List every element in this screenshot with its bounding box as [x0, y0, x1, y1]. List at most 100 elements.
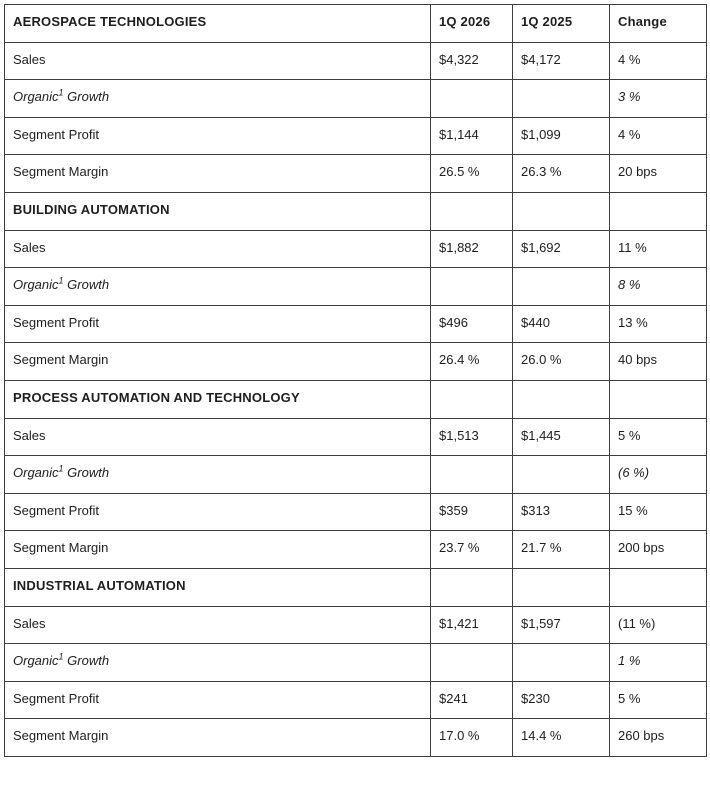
value-change: 4 %	[609, 116, 707, 156]
empty-cell	[609, 379, 707, 419]
table-row: Organic1 Growth 8 %	[4, 267, 707, 306]
table-row: Segment Margin 17.0 % 14.4 % 260 bps	[4, 718, 707, 757]
table-row: Organic1 Growth (6 %)	[4, 455, 707, 494]
organic-label: Organic	[13, 89, 59, 105]
value-1q2025: $1,445	[512, 417, 610, 457]
empty-cell	[430, 567, 513, 607]
footnote-1-marker: 1	[58, 87, 64, 98]
table-row: Segment Margin 26.5 % 26.3 % 20 bps	[4, 154, 707, 193]
table-row: Segment Profit $496 $440 13 %	[4, 304, 707, 344]
table-row: Organic1 Growth 3 %	[4, 79, 707, 118]
value-1q2025: $4,172	[512, 41, 610, 81]
growth-label: Growth	[63, 277, 110, 293]
empty-cell	[512, 379, 610, 419]
section-title-process-automation-and-technology: PROCESS AUTOMATION AND TECHNOLOGY	[4, 379, 431, 419]
value-1q2026: 17.0 %	[430, 718, 513, 757]
value-1q2026: 26.5 %	[430, 154, 513, 193]
row-label-segment-margin: Segment Margin	[4, 154, 431, 193]
value-1q2025: 26.0 %	[512, 342, 610, 381]
row-label-sales: Sales	[4, 605, 431, 645]
value-1q2026: $241	[430, 680, 513, 720]
segment-results-table: AEROSPACE TECHNOLOGIES 1Q 2026 1Q 2025 C…	[4, 4, 707, 757]
value-1q2025	[512, 643, 610, 682]
empty-cell	[430, 379, 513, 419]
empty-cell	[609, 567, 707, 607]
value-1q2025: $313	[512, 492, 610, 532]
footnote-1-marker: 1	[58, 275, 64, 286]
value-change: 200 bps	[609, 530, 707, 569]
value-1q2026: 26.4 %	[430, 342, 513, 381]
value-1q2025: $1,099	[512, 116, 610, 156]
row-label-organic-growth: Organic1 Growth	[4, 79, 431, 118]
value-1q2025: $1,692	[512, 229, 610, 269]
value-change: (11 %)	[609, 605, 707, 645]
row-label-sales: Sales	[4, 417, 431, 457]
table-header-row: AEROSPACE TECHNOLOGIES 1Q 2026 1Q 2025 C…	[4, 4, 707, 43]
row-label-sales: Sales	[4, 229, 431, 269]
value-1q2025: 26.3 %	[512, 154, 610, 193]
empty-cell	[609, 191, 707, 231]
value-change: 1 %	[609, 643, 707, 682]
value-change: 8 %	[609, 267, 707, 306]
empty-cell	[512, 567, 610, 607]
growth-label: Growth	[63, 653, 110, 669]
row-label-segment-margin: Segment Margin	[4, 342, 431, 381]
value-1q2026: $496	[430, 304, 513, 344]
table-row: Sales $4,322 $4,172 4 %	[4, 41, 707, 81]
value-1q2026	[430, 455, 513, 494]
value-1q2025	[512, 79, 610, 118]
value-change: 4 %	[609, 41, 707, 81]
value-change: 13 %	[609, 304, 707, 344]
row-label-sales: Sales	[4, 41, 431, 81]
value-1q2026	[430, 79, 513, 118]
section-title-industrial-automation: INDUSTRIAL AUTOMATION	[4, 567, 431, 607]
value-change: 20 bps	[609, 154, 707, 193]
row-label-organic-growth: Organic1 Growth	[4, 643, 431, 682]
value-1q2026: $1,513	[430, 417, 513, 457]
value-change: 3 %	[609, 79, 707, 118]
growth-label: Growth	[63, 465, 110, 481]
value-1q2025: 14.4 %	[512, 718, 610, 757]
row-label-organic-growth: Organic1 Growth	[4, 455, 431, 494]
value-1q2026: $1,882	[430, 229, 513, 269]
section-header-row: INDUSTRIAL AUTOMATION	[4, 567, 707, 607]
value-1q2025: $1,597	[512, 605, 610, 645]
table-row: Segment Profit $359 $313 15 %	[4, 492, 707, 532]
row-label-organic-growth: Organic1 Growth	[4, 267, 431, 306]
table-row: Organic1 Growth 1 %	[4, 643, 707, 682]
empty-cell	[512, 191, 610, 231]
value-1q2026	[430, 643, 513, 682]
table-row: Segment Profit $1,144 $1,099 4 %	[4, 116, 707, 156]
value-1q2025: 21.7 %	[512, 530, 610, 569]
value-1q2026: $1,421	[430, 605, 513, 645]
value-change: 5 %	[609, 417, 707, 457]
row-label-segment-margin: Segment Margin	[4, 718, 431, 757]
section-header-row: PROCESS AUTOMATION AND TECHNOLOGY	[4, 379, 707, 419]
row-label-segment-profit: Segment Profit	[4, 680, 431, 720]
value-1q2026: 23.7 %	[430, 530, 513, 569]
value-1q2025: $440	[512, 304, 610, 344]
row-label-segment-profit: Segment Profit	[4, 492, 431, 532]
table-row: Sales $1,513 $1,445 5 %	[4, 417, 707, 457]
col-header-1q-2025: 1Q 2025	[512, 4, 610, 43]
value-change: 11 %	[609, 229, 707, 269]
table-row: Segment Margin 26.4 % 26.0 % 40 bps	[4, 342, 707, 381]
value-1q2025	[512, 267, 610, 306]
value-1q2026: $359	[430, 492, 513, 532]
col-header-change: Change	[609, 4, 707, 43]
empty-cell	[430, 191, 513, 231]
value-1q2026: $4,322	[430, 41, 513, 81]
value-change: 15 %	[609, 492, 707, 532]
value-change: 5 %	[609, 680, 707, 720]
value-1q2026	[430, 267, 513, 306]
value-1q2026: $1,144	[430, 116, 513, 156]
section-title-aerospace-technologies: AEROSPACE TECHNOLOGIES	[4, 4, 431, 43]
table-row: Sales $1,882 $1,692 11 %	[4, 229, 707, 269]
table-row: Sales $1,421 $1,597 (11 %)	[4, 605, 707, 645]
value-change: 260 bps	[609, 718, 707, 757]
organic-label: Organic	[13, 465, 59, 481]
footnote-1-marker: 1	[58, 463, 64, 474]
growth-label: Growth	[63, 89, 110, 105]
section-title-building-automation: BUILDING AUTOMATION	[4, 191, 431, 231]
section-header-row: BUILDING AUTOMATION	[4, 191, 707, 231]
